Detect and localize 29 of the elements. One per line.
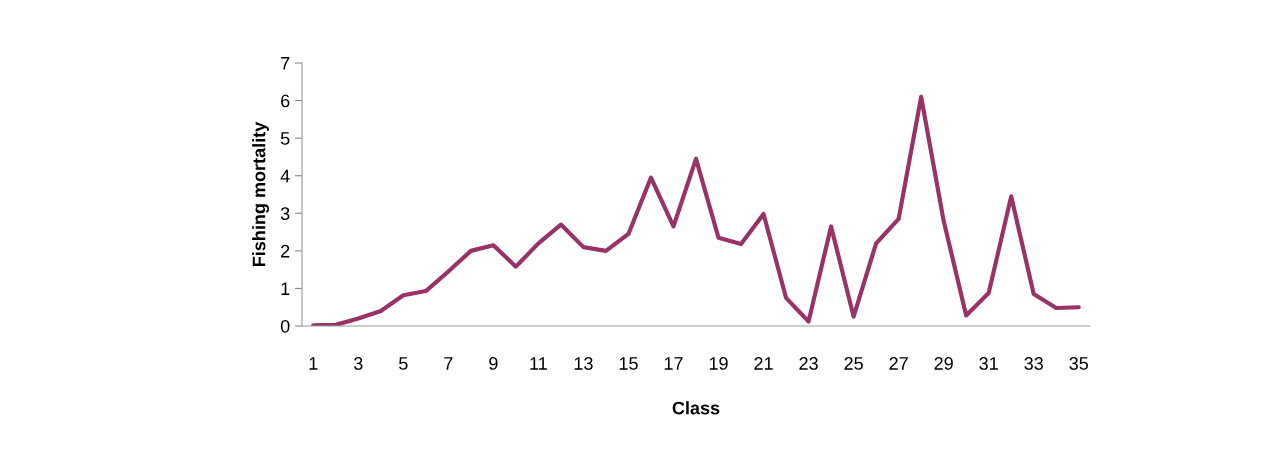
y-tick-label: 7 [281, 57, 290, 70]
y-tick-label: 3 [280, 207, 290, 221]
x-tick-label: 33 [1024, 357, 1043, 370]
x-axis-title: Class [672, 401, 720, 415]
x-tick-label: 29 [934, 357, 953, 370]
x-tick-label: 1 [309, 357, 318, 370]
x-tick-label: 9 [489, 357, 498, 370]
x-tick-label: 27 [889, 357, 908, 370]
x-tick-label: 23 [799, 357, 818, 370]
x-tick-label: 3 [353, 357, 363, 370]
x-tick-label: 25 [844, 357, 863, 370]
y-tick-label: 1 [281, 282, 290, 295]
x-tick-label: 13 [574, 357, 593, 370]
x-tick-label: 11 [530, 357, 547, 370]
y-tick-label: 6 [281, 94, 290, 108]
y-tick-label: 4 [280, 169, 290, 183]
y-tick-label: 2 [281, 244, 290, 258]
y-axis-title: Fishing mortality [252, 121, 270, 267]
x-tick-label: 7 [444, 357, 453, 370]
x-tick-label: 15 [619, 357, 638, 370]
x-tick-label: 31 [979, 357, 998, 370]
y-tick-label: 5 [280, 132, 290, 145]
x-tick-label: 5 [399, 357, 408, 370]
x-tick-label: 21 [754, 357, 773, 370]
x-tick-label: 17 [664, 357, 683, 370]
line-series [311, 94, 1081, 326]
x-tick-label: 35 [1069, 357, 1089, 370]
x-tick-label: 19 [709, 357, 728, 370]
y-tick-label: 0 [280, 319, 290, 333]
